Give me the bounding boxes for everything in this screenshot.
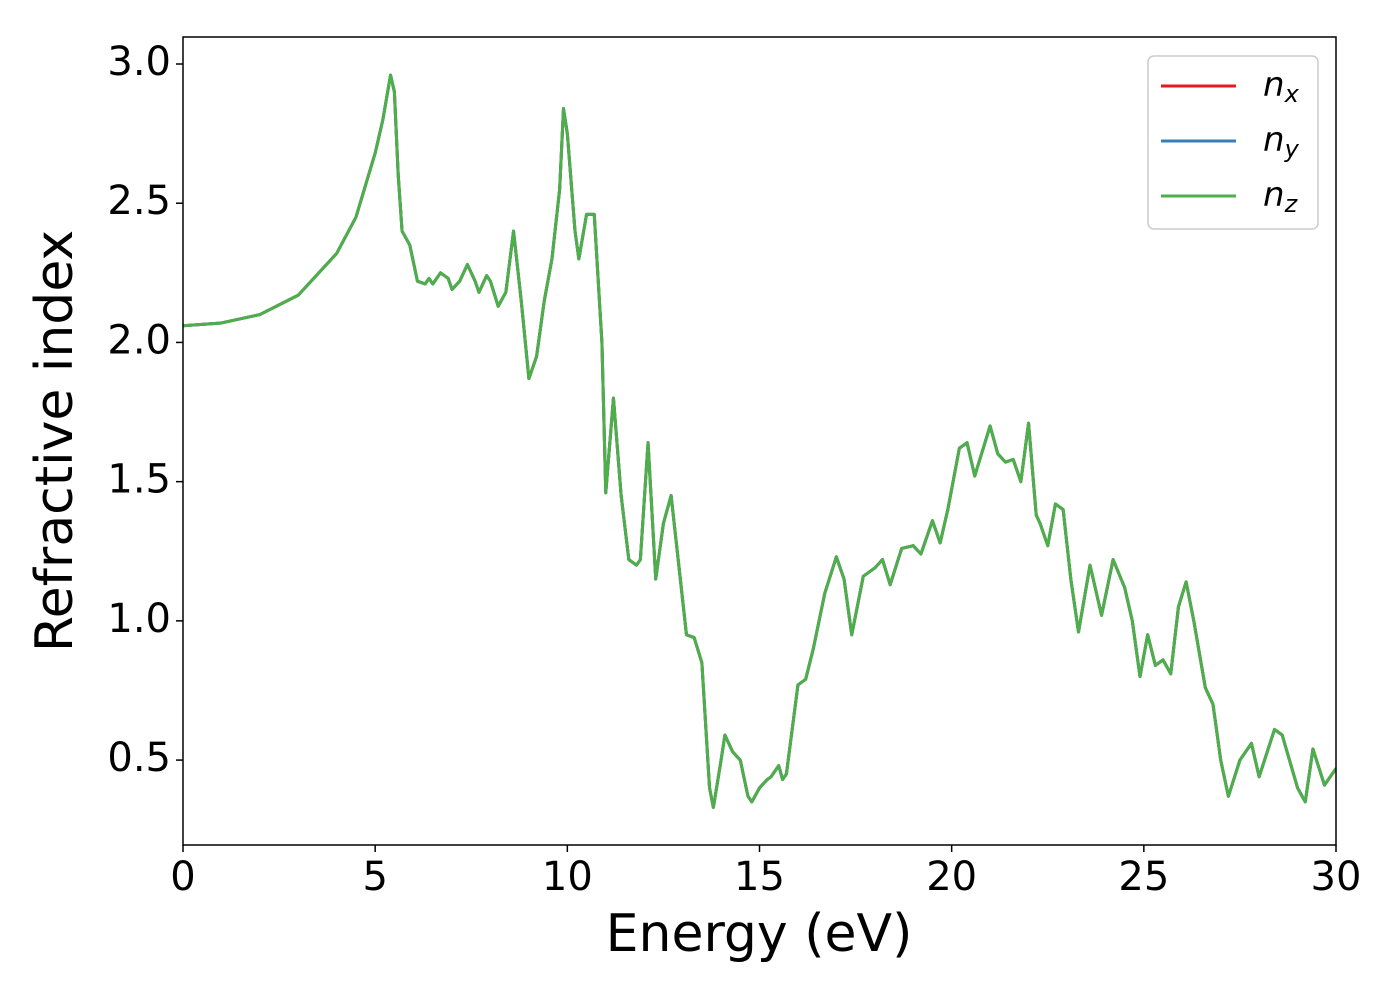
legend-label: nx [1263,65,1300,109]
legend-label: ny [1263,120,1300,164]
x-tick-label: 30 [1311,854,1362,900]
y-tick-label: 1.5 [107,457,171,503]
legend-label: nz [1263,175,1299,219]
legend: nx ny nz [1147,55,1319,230]
series-line [183,73,1336,809]
x-tick-label: 20 [926,854,977,900]
y-tick-label: 2.0 [107,317,171,363]
y-tick-label: 2.5 [107,178,171,224]
y-tick-label: 0.5 [107,735,171,781]
x-axis-label: Energy (eV) [606,904,913,964]
plot-frame [182,36,1337,846]
x-tick-label: 10 [542,854,593,900]
x-tick-label: 5 [362,854,387,900]
y-axis-label: Refractive index [25,230,85,652]
y-tick-label: 1.0 [107,596,171,642]
x-tick-label: 0 [170,854,195,900]
x-tick-label: 15 [734,854,785,900]
x-tick-label: 25 [1118,854,1169,900]
y-tick-label: 3.0 [107,39,171,85]
